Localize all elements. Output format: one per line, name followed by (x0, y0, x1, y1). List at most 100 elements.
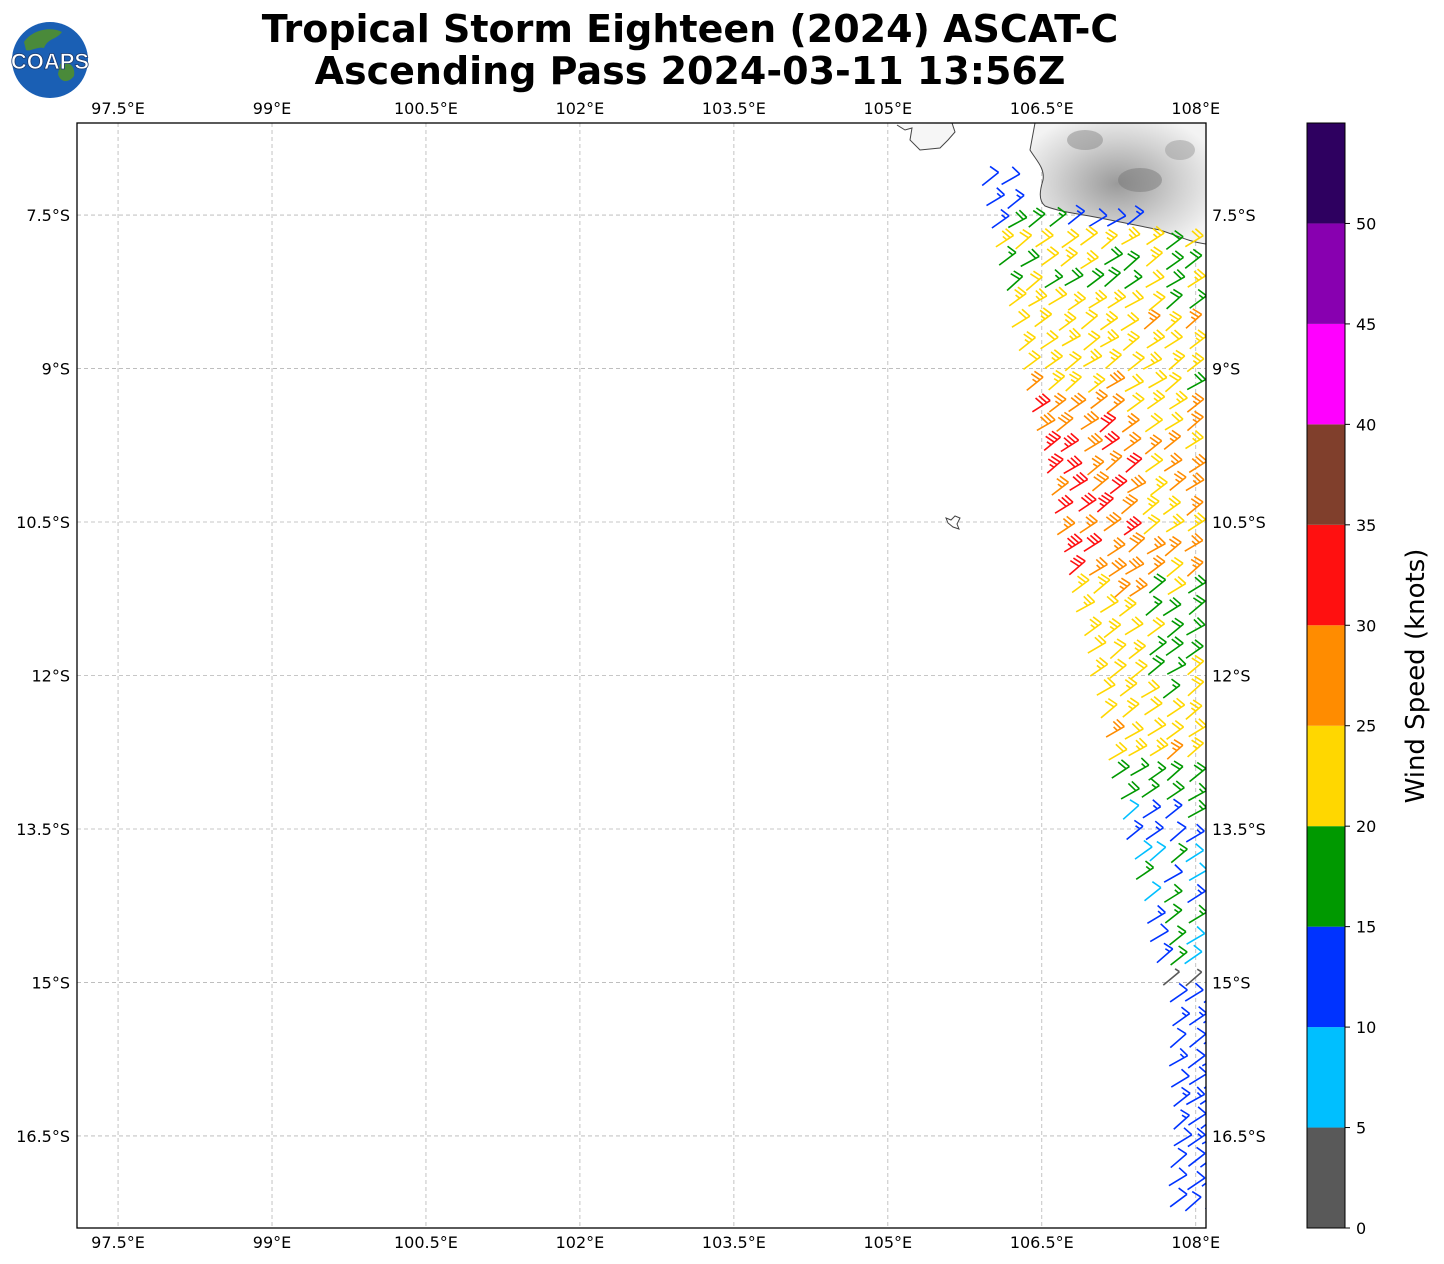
wind-barb (991, 208, 1010, 229)
wind-barb (1061, 327, 1081, 347)
wind-barb (1145, 246, 1163, 267)
wind-barb (1105, 718, 1125, 738)
wind-barb (1084, 432, 1104, 452)
lon-tick-label-top: 102°E (556, 99, 605, 118)
wind-barb (1164, 329, 1183, 349)
wind-barb (1187, 1170, 1206, 1191)
wind-barb (1187, 883, 1206, 904)
wind-barb (1090, 388, 1108, 410)
wind-barb (1107, 289, 1127, 309)
wind-barb (1130, 757, 1150, 777)
wind-barb (1150, 475, 1168, 496)
wind-barb (1166, 288, 1183, 310)
globe-land-icon (24, 29, 75, 82)
wind-barb (1026, 370, 1044, 392)
wind-barb (1164, 411, 1184, 431)
wind-barb (1106, 208, 1127, 227)
wind-barb (1125, 452, 1143, 473)
wind-barb (1078, 492, 1097, 512)
wind-barb (1146, 225, 1165, 246)
wind-barb (1173, 1086, 1191, 1108)
sumatra-coast (896, 123, 956, 151)
wind-barb (1170, 945, 1188, 966)
wind-barb (1031, 393, 1051, 413)
wind-barb (1093, 573, 1111, 594)
lon-tick-label-bottom: 106.5°E (1010, 1233, 1074, 1252)
wind-barb (1148, 573, 1167, 594)
colorbar-tick-label: 15 (1356, 918, 1376, 937)
lon-tick-label-bottom: 100.5°E (394, 1233, 458, 1252)
wind-barbs (981, 165, 1206, 1212)
wind-barb (1189, 1027, 1206, 1048)
wind-barb (1088, 208, 1108, 228)
colorbar-bins (1307, 123, 1345, 1228)
wind-barb (1051, 475, 1069, 496)
colorbar-tick-label: 25 (1356, 717, 1376, 736)
lon-tick-label-bottom: 97.5°E (91, 1233, 145, 1252)
wind-barb (1187, 1127, 1206, 1148)
wind-barb (1145, 269, 1165, 289)
wind-barb (1080, 309, 1099, 330)
colorbar-bin (1307, 1027, 1345, 1128)
wind-barb (1086, 267, 1105, 288)
wind-barb (1165, 636, 1184, 657)
wind-barb (1186, 495, 1204, 517)
lon-tick-label-bottom: 99°E (253, 1233, 291, 1252)
wind-barb (1087, 634, 1107, 654)
wind-barb (998, 245, 1017, 266)
wind-barb (1128, 737, 1148, 757)
wind-barb (1184, 228, 1204, 248)
wind-barb (1119, 676, 1138, 697)
colorbar-ticks: 0 5 10 15 20 25 30 35 40 45 50 (1345, 214, 1376, 1238)
wind-barb (1101, 430, 1120, 451)
wind-barb (1099, 411, 1117, 433)
wind-barb (1184, 1190, 1202, 1212)
wind-barb (1164, 371, 1182, 393)
wind-barb (1201, 1140, 1206, 1145)
wind-barb (1109, 658, 1127, 679)
wind-barb (1169, 925, 1187, 946)
wind-barb (1088, 289, 1108, 309)
wind-barb (1169, 1187, 1188, 1208)
title-line-1: Tropical Storm Eighteen (2024) ASCAT-C (261, 7, 1119, 51)
wind-barb (1146, 329, 1166, 349)
wind-barb (1166, 269, 1186, 288)
wind-barb (1058, 311, 1077, 332)
wind-barb (1166, 760, 1184, 782)
wind-barb (1103, 617, 1122, 639)
wind-barb (1109, 638, 1127, 660)
wind-barb (1165, 250, 1185, 271)
lat-tick-label-right: 12°S (1212, 667, 1251, 686)
wind-barb (1188, 718, 1206, 738)
lon-tick-label-top: 99°E (253, 99, 291, 118)
wind-barb (1113, 577, 1131, 599)
wind-barb (1089, 657, 1109, 677)
wind-barb (1071, 573, 1090, 594)
wind-barb (1165, 798, 1183, 819)
wind-barb (1084, 616, 1102, 637)
wind-barb (1169, 1027, 1187, 1049)
wind-barb (1149, 635, 1167, 656)
wind-barb (1123, 515, 1142, 536)
lon-tick-label-bottom: 103.5°E (702, 1233, 766, 1252)
wind-barb (1126, 205, 1145, 226)
wind-barb (1167, 575, 1187, 596)
wind-barb (1103, 511, 1122, 532)
wind-barb (1028, 207, 1046, 228)
wind-barb (1048, 392, 1067, 413)
wind-barb (986, 187, 1006, 207)
wind-barb (1143, 514, 1161, 535)
wind-barb (1148, 369, 1168, 389)
wind-barb (1006, 270, 1024, 292)
wind-barb (1064, 350, 1082, 372)
wind-barb (1046, 453, 1064, 474)
wind-barb (1185, 429, 1204, 450)
wind-barb (1121, 226, 1141, 246)
wind-barb (1068, 392, 1087, 413)
wind-barb (1149, 737, 1169, 757)
wind-barb (1128, 531, 1146, 553)
wind-barb (1122, 697, 1140, 718)
colorbar-tick-label: 35 (1356, 516, 1376, 535)
wind-barb (981, 165, 1000, 187)
wind-barb (1124, 373, 1145, 393)
